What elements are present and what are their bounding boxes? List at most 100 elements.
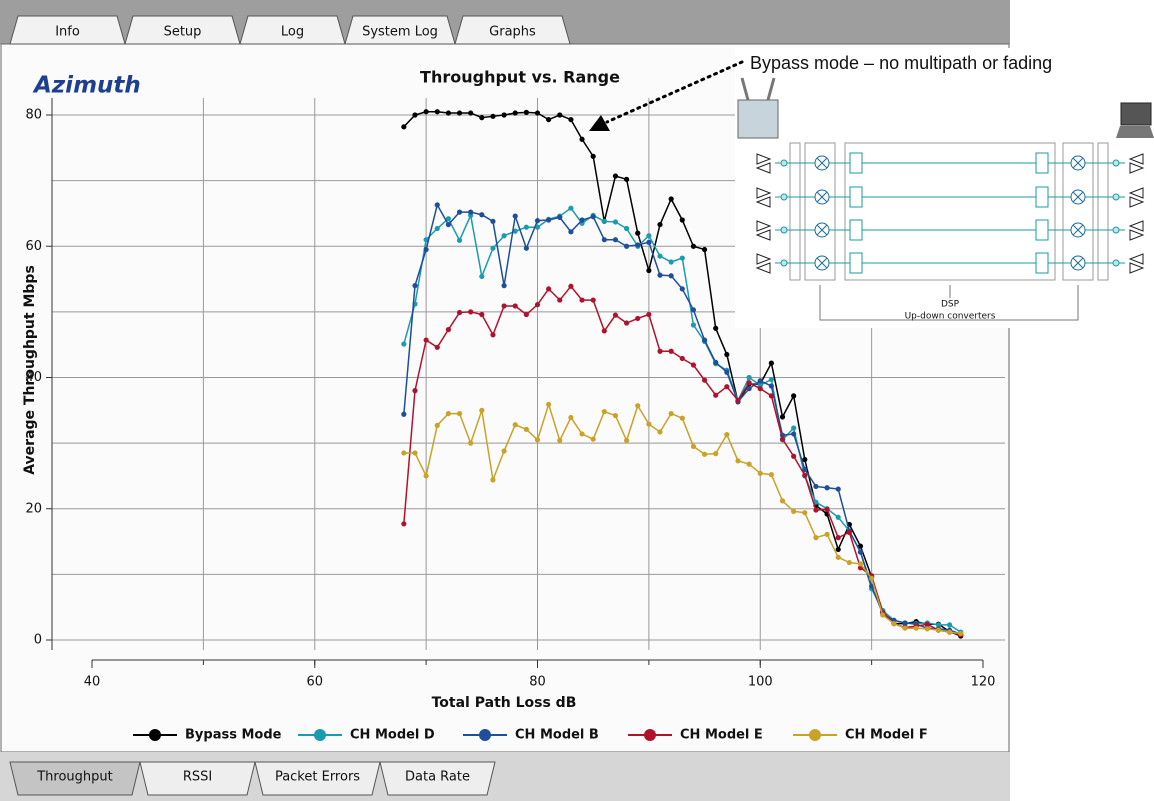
data-point — [535, 218, 540, 223]
coupler — [781, 194, 787, 200]
x-tick-label: 120 — [971, 675, 996, 690]
y-tick-label: 0 — [34, 633, 42, 648]
data-point — [412, 388, 417, 393]
logo: Azimuth — [32, 73, 141, 99]
tab-label[interactable]: Log — [281, 25, 304, 40]
screen: Info Setup Log System Log Graphs Throughput RS… — [0, 0, 1154, 801]
data-point — [468, 441, 473, 446]
data-point — [691, 362, 696, 367]
data-point — [802, 473, 807, 478]
y-tick-label: 80 — [25, 108, 42, 123]
tab-label[interactable]: Throughput — [36, 770, 113, 785]
data-point — [702, 247, 707, 252]
data-point — [769, 360, 774, 365]
data-point — [446, 110, 451, 115]
data-point — [836, 535, 841, 540]
tab-label[interactable]: Data Rate — [405, 770, 470, 785]
data-point — [424, 247, 429, 252]
data-point — [758, 471, 763, 476]
data-point — [535, 437, 540, 442]
data-point — [635, 403, 640, 408]
data-point — [424, 109, 429, 114]
tab-label[interactable]: System Log — [362, 25, 438, 40]
data-point — [657, 253, 662, 258]
data-point — [501, 233, 506, 238]
data-point — [680, 416, 685, 421]
data-point — [691, 307, 696, 312]
data-point — [824, 532, 829, 537]
data-point — [680, 356, 685, 361]
data-point — [858, 549, 863, 554]
data-point — [490, 114, 495, 119]
data-point — [925, 626, 930, 631]
data-point — [479, 312, 484, 317]
data-point — [713, 360, 718, 365]
data-point — [524, 246, 529, 251]
legend-label: Bypass Mode — [185, 728, 282, 743]
data-point — [780, 437, 785, 442]
coupler — [781, 227, 787, 233]
tab-label[interactable]: Setup — [164, 25, 202, 40]
data-point — [457, 210, 462, 215]
data-point — [858, 561, 863, 566]
legend-marker — [479, 729, 491, 741]
data-point — [669, 411, 674, 416]
data-point — [635, 316, 640, 321]
data-point — [513, 422, 518, 427]
data-point — [457, 411, 462, 416]
data-point — [490, 246, 495, 251]
data-point — [947, 622, 952, 627]
data-point — [557, 112, 562, 117]
data-point — [557, 297, 562, 302]
data-point — [479, 115, 484, 120]
data-point — [568, 229, 573, 234]
data-point — [847, 560, 852, 565]
data-point — [501, 112, 506, 117]
data-point — [669, 349, 674, 354]
data-point — [702, 337, 707, 342]
data-point — [457, 238, 462, 243]
data-point — [813, 507, 818, 512]
data-point — [824, 485, 829, 490]
data-point — [691, 244, 696, 249]
tab-label[interactable]: RSSI — [183, 770, 212, 785]
data-point — [947, 630, 952, 635]
data-point — [702, 452, 707, 457]
page: {"tabs_top": ["Info", "Setup", "Log", "S… — [0, 0, 1154, 801]
legend-marker — [809, 729, 821, 741]
data-point — [613, 313, 618, 318]
converter — [1036, 253, 1048, 273]
data-point — [546, 217, 551, 222]
tab-label[interactable]: Info — [55, 25, 80, 40]
tab-label[interactable]: Graphs — [489, 25, 536, 40]
data-point — [791, 454, 796, 459]
chart-title: Throughput vs. Range — [420, 68, 620, 87]
legend-marker — [644, 729, 656, 741]
data-point — [401, 450, 406, 455]
legend-label: CH Model D — [350, 728, 435, 743]
data-point — [669, 273, 674, 278]
data-point — [735, 398, 740, 403]
tab-label[interactable]: Packet Errors — [275, 770, 360, 785]
data-point — [490, 332, 495, 337]
data-point — [702, 378, 707, 383]
data-point — [813, 484, 818, 489]
data-point — [880, 612, 885, 617]
data-point — [513, 213, 518, 218]
converter — [850, 220, 862, 240]
data-point — [735, 458, 740, 463]
data-point — [435, 109, 440, 114]
data-point — [591, 437, 596, 442]
data-point — [401, 412, 406, 417]
data-point — [468, 110, 473, 115]
data-point — [613, 413, 618, 418]
data-point — [501, 283, 506, 288]
converter — [1036, 220, 1048, 240]
data-point — [680, 217, 685, 222]
data-point — [479, 408, 484, 413]
data-point — [747, 380, 752, 385]
data-point — [624, 438, 629, 443]
x-tick-label: 80 — [529, 675, 546, 690]
data-point — [791, 509, 796, 514]
inset-background — [735, 48, 1154, 328]
